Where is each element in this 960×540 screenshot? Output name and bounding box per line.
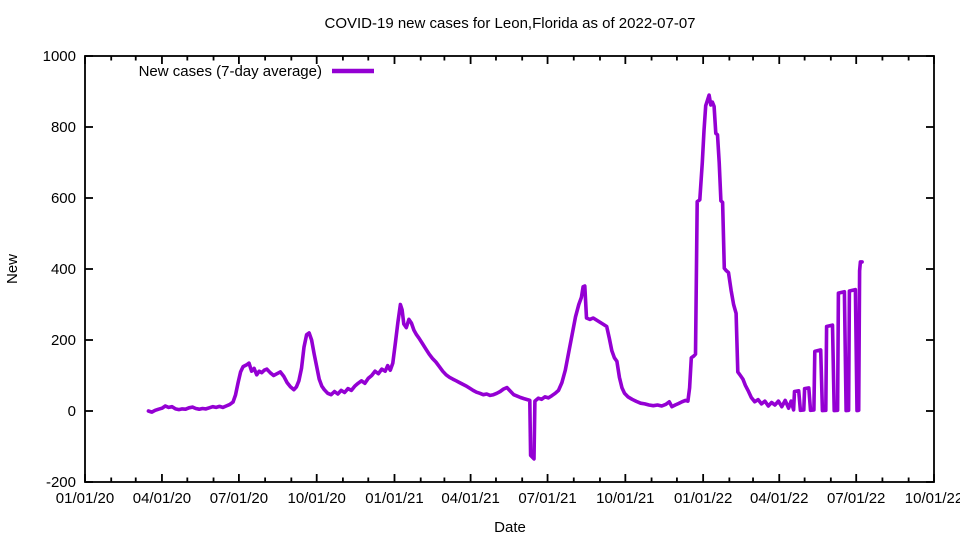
y-tick-label: 1000 — [43, 48, 76, 65]
y-tick-label: 800 — [51, 119, 76, 136]
x-tick-label: 04/01/21 — [441, 490, 499, 507]
y-tick-label: -200 — [46, 474, 76, 491]
axis-ticks: -200 0 200 400 600 800 1000 01/01/20 04/01/20 07/… — [43, 48, 960, 507]
chart-title: COVID-19 new cases for Leon,Florida as o… — [324, 15, 695, 32]
x-tick-label: 01/01/20 — [56, 490, 114, 507]
x-tick-label: 10/01/22 — [905, 490, 960, 507]
x-tick-label: 10/01/20 — [288, 490, 346, 507]
x-tick-label: 07/01/22 — [827, 490, 885, 507]
legend: New cases (7-day average) — [139, 63, 374, 80]
x-tick-label: 04/01/20 — [133, 490, 191, 507]
x-tick-label: 07/01/20 — [210, 490, 268, 507]
x-tick-label: 01/01/21 — [365, 490, 423, 507]
legend-label: New cases (7-day average) — [139, 63, 322, 80]
new-cases-line — [146, 93, 864, 461]
x-tick-label: 01/01/22 — [674, 490, 732, 507]
x-tick-label: 10/01/21 — [596, 490, 654, 507]
data-series — [146, 93, 864, 461]
y-tick-label: 400 — [51, 261, 76, 278]
y-axis-title: New — [4, 254, 21, 284]
x-tick-label: 07/01/21 — [518, 490, 576, 507]
y-tick-label: 0 — [68, 403, 76, 420]
x-tick-label: 04/01/22 — [750, 490, 808, 507]
x-axis-title: Date — [494, 519, 526, 536]
y-tick-label: 600 — [51, 190, 76, 207]
plot-border — [84, 55, 935, 483]
y-tick-label: 200 — [51, 332, 76, 349]
